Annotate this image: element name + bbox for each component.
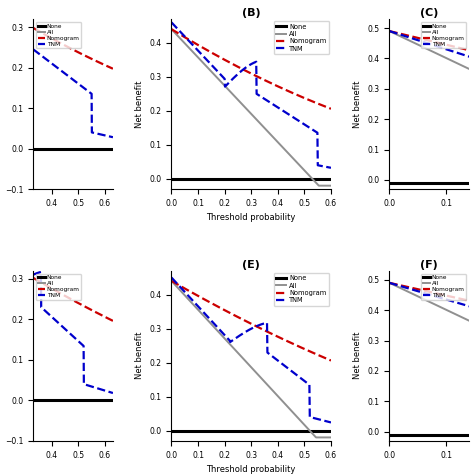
Title: (E): (E) <box>242 260 260 270</box>
X-axis label: Threshold probability: Threshold probability <box>207 213 296 222</box>
Y-axis label: Net benefit: Net benefit <box>135 80 144 128</box>
Legend: None, All, Nomogram, TNM: None, All, Nomogram, TNM <box>421 22 466 48</box>
X-axis label: Threshold probability: Threshold probability <box>207 465 296 474</box>
Legend: None, All, Nomogram, TNM: None, All, Nomogram, TNM <box>36 273 82 300</box>
Legend: None, All, Nomogram, TNM: None, All, Nomogram, TNM <box>274 273 329 306</box>
Y-axis label: Net benefit: Net benefit <box>353 332 362 380</box>
Title: (F): (F) <box>420 260 438 270</box>
Legend: None, All, Nomogram, TNM: None, All, Nomogram, TNM <box>421 273 466 300</box>
Y-axis label: Net benefit: Net benefit <box>135 332 144 380</box>
Legend: None, All, Nomogram, TNM: None, All, Nomogram, TNM <box>274 21 329 55</box>
Y-axis label: Net benefit: Net benefit <box>353 80 362 128</box>
Legend: None, All, Nomogram, TNM: None, All, Nomogram, TNM <box>36 22 82 48</box>
Title: (B): (B) <box>242 8 261 18</box>
Title: (C): (C) <box>420 8 438 18</box>
